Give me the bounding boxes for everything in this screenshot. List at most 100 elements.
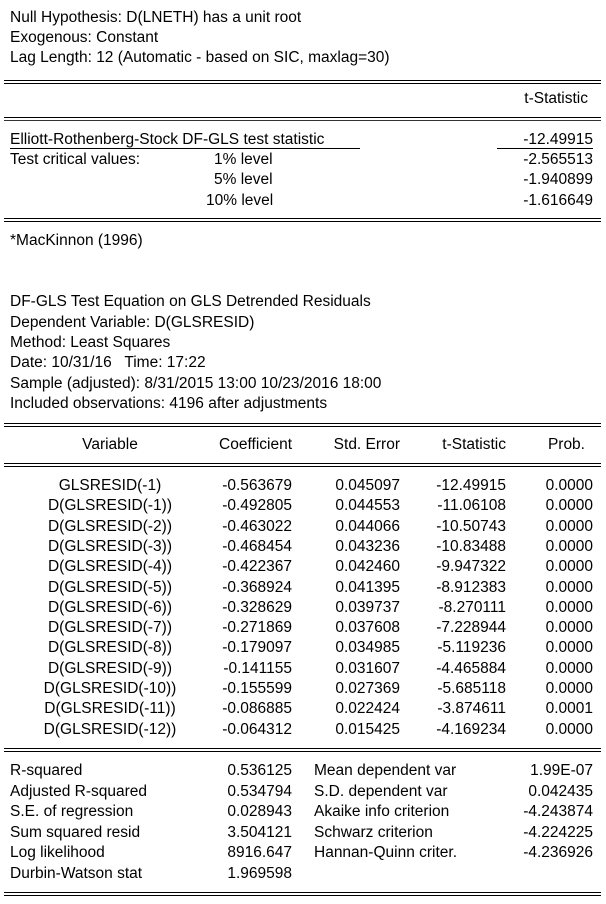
cell-t-statistic: -11.06108: [437, 497, 506, 515]
cell-prob: 0.0000: [545, 619, 593, 637]
level-label-2: 5% level: [214, 171, 273, 188]
cell-std-error: 0.015425: [335, 720, 400, 738]
cell-coefficient: -0.179097: [222, 639, 292, 657]
cell-t-statistic: -4.169234: [436, 720, 506, 738]
df-gls-stat-label: Elliott-Rothenberg-Stock DF-GLS test sta…: [10, 131, 325, 148]
test-header-rule: [4, 117, 601, 118]
cell-prob: 0.0000: [545, 659, 593, 677]
cell-coefficient: -0.086885: [222, 700, 292, 718]
cell-t-statistic: -4.465884: [436, 659, 506, 677]
stat-value: 0.534794: [227, 782, 292, 800]
df-gls-stat-value: -12.49915: [523, 131, 593, 148]
cell-prob: 0.0000: [545, 639, 593, 657]
cell-prob: 0.0000: [545, 598, 593, 616]
cell-variable: D(GLSRESID(-11)): [44, 700, 176, 718]
cell-prob: 0.0000: [545, 578, 593, 596]
cell-variable: D(GLSRESID(-9)): [47, 659, 172, 677]
coef-header-rule: [4, 463, 601, 467]
col-header-std-error: Std. Error: [333, 436, 400, 453]
level-value-1: -2.565513: [523, 151, 593, 168]
coef-table-top-rule: [4, 423, 601, 427]
col-header-variable: Variable: [82, 436, 138, 453]
stats-bottom-rule: [4, 892, 601, 896]
date-time: Date: 10/31/16 Time: 17:22: [10, 354, 206, 371]
lag-length: Lag Length: 12 (Automatic - based on SIC…: [10, 49, 390, 66]
cell-variable: D(GLSRESID(-8)): [47, 639, 172, 657]
cell-std-error: 0.037608: [335, 619, 400, 637]
stat-label: Schwarz criterion: [314, 823, 433, 841]
mackinnon-footnote: *MacKinnon (1996): [10, 232, 143, 249]
stat-value: 8916.647: [227, 844, 292, 861]
method: Method: Least Squares: [10, 334, 171, 351]
cell-coefficient: -0.468454: [222, 537, 292, 555]
cell-t-statistic: -9.947322: [436, 558, 506, 576]
cell-t-statistic: -12.49915: [436, 477, 506, 494]
cell-std-error: 0.027369: [335, 680, 400, 697]
cell-t-statistic: -5.685118: [437, 680, 506, 697]
equation-title: DF-GLS Test Equation on GLS Detrended Re…: [10, 293, 371, 310]
stat-label: S.D. dependent var: [314, 782, 448, 800]
cell-std-error: 0.042460: [335, 558, 400, 576]
stat-value-underline: [497, 148, 593, 149]
cell-coefficient: -0.328629: [222, 598, 292, 616]
level-value-2: -1.940899: [523, 171, 593, 188]
cell-prob: 0.0000: [545, 558, 593, 576]
cell-t-statistic: -10.50743: [436, 517, 506, 535]
cell-variable: D(GLSRESID(-7)): [47, 619, 172, 637]
stat-label: Akaike info criterion: [314, 803, 450, 820]
cell-prob: 0.0000: [545, 517, 593, 535]
cell-prob: 0.0000: [545, 477, 593, 494]
cell-prob: 0.0000: [545, 720, 593, 738]
cell-std-error: 0.043236: [335, 537, 400, 555]
level-label-1: 1% level: [214, 151, 273, 168]
cell-std-error: 0.039737: [335, 598, 400, 616]
cell-variable: D(GLSRESID(-6)): [47, 598, 172, 616]
null-hypothesis: Null Hypothesis: D(LNETH) has a unit roo…: [10, 9, 302, 26]
dependent-variable: Dependent Variable: D(GLSRESID): [10, 314, 255, 331]
cell-t-statistic: -7.228944: [436, 619, 506, 637]
cell-std-error: 0.031607: [335, 659, 400, 677]
col-header-t-statistic: t-Statistic: [442, 436, 506, 453]
sample: Sample (adjusted): 8/31/2015 13:00 10/23…: [10, 375, 382, 392]
cell-variable: D(GLSRESID(-1)): [47, 497, 172, 515]
level-label-3: 10% level: [206, 192, 274, 209]
stat-label: R-squared: [10, 762, 83, 779]
stat-value: 0.536125: [227, 762, 292, 779]
cell-coefficient: -0.422367: [222, 558, 292, 576]
cell-t-statistic: -5.119236: [437, 639, 506, 657]
cell-t-statistic: -3.874611: [437, 700, 506, 718]
stat-value: 1.99E-07: [530, 762, 593, 779]
cell-std-error: 0.022424: [335, 700, 400, 718]
cell-t-statistic: -8.912383: [436, 578, 506, 596]
cell-coefficient: -0.368924: [222, 578, 292, 596]
cell-variable: D(GLSRESID(-5)): [47, 578, 172, 596]
stat-label: Hannan-Quinn criter.: [314, 844, 458, 861]
cell-std-error: 0.045097: [335, 477, 400, 494]
cell-prob: 0.0000: [545, 497, 593, 515]
stat-value: 1.969598: [227, 864, 292, 882]
stat-label: S.E. of regression: [10, 803, 134, 820]
stat-label: Sum squared resid: [10, 823, 141, 841]
cell-coefficient: -0.463022: [222, 517, 292, 535]
stat-label: Durbin-Watson stat: [10, 864, 143, 882]
col-header-prob: Prob.: [547, 436, 585, 453]
cell-coefficient: -0.492805: [222, 497, 292, 515]
cell-std-error: 0.044553: [335, 497, 400, 515]
cell-variable: D(GLSRESID(-3)): [47, 537, 172, 555]
cell-prob: 0.0000: [545, 537, 593, 555]
cell-t-statistic: -10.83488: [436, 537, 506, 555]
stat-value: -4.243874: [523, 803, 593, 820]
cell-variable: GLSRESID(-1): [58, 477, 162, 494]
test-header-rule-2: [4, 120, 601, 121]
stat-label: Log likelihood: [10, 844, 105, 861]
cell-coefficient: -0.155599: [222, 680, 292, 697]
col-header-coefficient: Coefficient: [219, 436, 292, 453]
level-value-3: -1.616649: [523, 192, 593, 209]
stat-value: 0.028943: [227, 803, 292, 820]
cell-coefficient: -0.141155: [223, 659, 292, 677]
stat-value: -4.236926: [523, 844, 593, 861]
cell-coefficient: -0.064312: [222, 720, 292, 738]
stat-label: Mean dependent var: [314, 762, 457, 779]
cell-prob: 0.0000: [545, 680, 593, 697]
cell-variable: D(GLSRESID(-12)): [43, 720, 177, 738]
